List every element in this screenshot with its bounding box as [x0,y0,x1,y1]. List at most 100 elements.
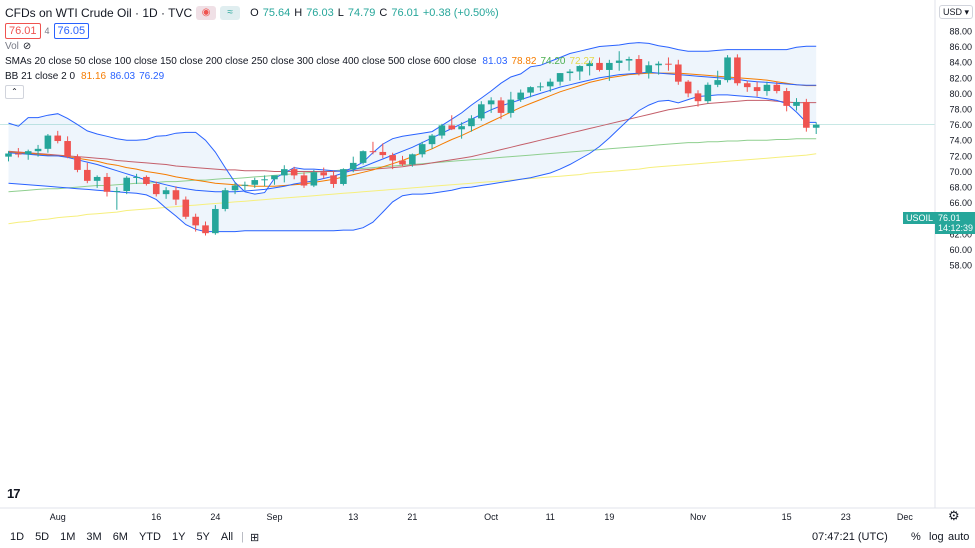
candle-body [793,101,800,106]
flag-icon[interactable]: ◉ [196,6,217,20]
price-chart[interactable]: 58.0060.0062.0064.0066.0068.0070.0072.00… [0,0,975,526]
log-toggle[interactable]: log [929,531,944,543]
candle-body [704,84,712,102]
candle-body [448,125,456,130]
candle [369,141,377,155]
timeframe-all[interactable]: All [220,531,234,543]
candle-body [271,175,278,180]
candle-body [231,185,239,191]
candle [133,173,140,184]
date-range-icon[interactable]: ⊞ [250,531,260,544]
sell-button[interactable]: 76.01 [5,23,41,39]
time-tick-label: Sep [266,512,282,522]
candle [84,162,91,184]
candle [5,151,12,162]
candle-body [606,62,613,70]
candle [458,122,465,139]
collapse-legend-icon[interactable]: ⌃ [5,85,24,99]
price-tick-label: 88.00 [949,26,972,36]
price-axis: 58.0060.0062.0064.0066.0068.0070.0072.00… [934,0,972,508]
bb-label: BB 21 close 2 0 [5,71,76,82]
eye-off-icon[interactable]: ⊘ [22,41,32,52]
timeframe-1d[interactable]: 1D [10,531,25,543]
candle [349,156,357,173]
candle-body [5,153,12,157]
candle [704,82,712,104]
candle [123,176,130,195]
candle-body [113,191,121,193]
gear-icon[interactable]: ⚙ [948,508,960,523]
currency-selector[interactable]: USD ▾ [939,5,974,19]
candle-body [645,65,653,74]
ohlc-close: 76.01 [391,7,419,19]
candle [281,165,288,183]
timeframe-6m[interactable]: 6M [112,531,128,543]
candle [576,65,584,81]
percent-toggle[interactable]: % [911,531,921,543]
timeframe-3m[interactable]: 3M [86,531,102,543]
candle [143,175,150,186]
timeframe-1y[interactable]: 1Y [171,531,186,543]
candle-body [251,180,259,185]
candle [773,81,781,94]
ohlc-high: 76.03 [306,7,334,19]
candle-body [625,59,633,61]
volume-legend[interactable]: Vol ⊘ [5,41,31,52]
candle-body [458,126,465,130]
candle-body [527,87,534,93]
candle-body [783,91,790,106]
candle [152,181,160,197]
candle [675,59,682,85]
candle [566,69,574,81]
price-tick-label: 68.00 [949,183,972,193]
trade-legend: 76.01 4 76.05 [5,23,90,39]
candle-body [93,176,101,181]
ohlc-c-label: C [379,7,388,19]
candle [54,130,62,144]
candle [527,86,534,98]
bb-legend[interactable]: BB 21 close 2 0 81.16 86.03 76.29 [5,71,164,82]
divider: | [241,531,244,543]
candle-body [152,183,160,195]
bar-countdown: 14:12:39 [938,223,974,233]
compare-icon[interactable]: ≈ [220,6,241,20]
candle-body [64,141,71,157]
tradingview-logo-icon[interactable]: 17 [7,486,21,501]
symbol-title[interactable]: CFDs on WTI Crude Oil · 1D · TVC [5,6,193,20]
price-tick-label: 74.00 [949,136,972,146]
candle-body [340,169,347,184]
timeframe-ytd[interactable]: YTD [138,531,161,543]
ohlc-change: +0.38 (+0.50%) [422,7,499,19]
candle-body [694,93,702,102]
candle-body [615,60,623,63]
candle [645,61,653,79]
candle-body [743,83,751,88]
candle-body [438,125,446,136]
candle-body [182,199,190,217]
candle-body [753,87,761,92]
ohlc-h-label: H [294,7,303,19]
candle [241,181,249,191]
candle-body [44,135,52,149]
timeframe-5y[interactable]: 5Y [196,531,210,543]
sma-legend[interactable]: SMAs 20 close 50 close 100 close 150 clo… [5,56,595,67]
candle-body [507,99,515,113]
buy-button[interactable]: 76.05 [53,23,90,39]
utc-clock[interactable]: 07:47:21 (UTC) [812,531,888,543]
candle [734,54,741,86]
time-tick-label: 16 [151,512,161,522]
candle-body [566,71,574,74]
candle-body [359,151,367,163]
price-tick-label: 66.00 [949,198,972,208]
candle [596,57,603,72]
auto-toggle[interactable]: auto [948,531,970,543]
candle [251,177,259,188]
timeframe-5d[interactable]: 5D [35,531,50,543]
candle [300,172,308,188]
timeframe-1m[interactable]: 1M [60,531,76,543]
candle [478,101,485,121]
spread-value: 4 [44,26,50,36]
candle-body [300,175,308,186]
series-line-bb-upper [8,42,817,195]
price-tick-label: 62.00 [949,229,972,239]
